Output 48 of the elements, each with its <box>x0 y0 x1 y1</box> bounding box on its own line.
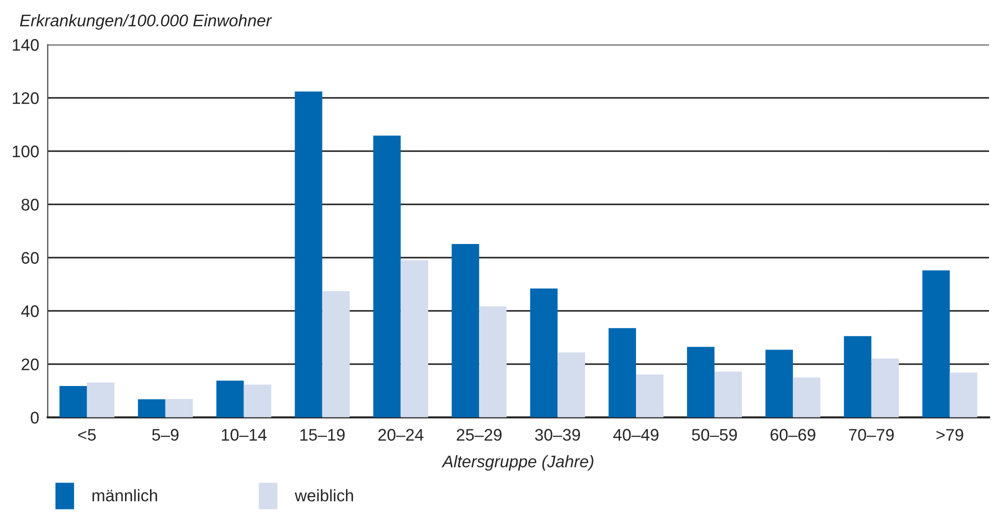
bar <box>530 288 558 418</box>
bar <box>687 346 714 418</box>
x-tick-label: >79 <box>936 428 964 441</box>
x-tick-label: 30–39 <box>535 428 580 441</box>
bar <box>138 399 166 418</box>
x-tick-label: 60–69 <box>770 428 816 441</box>
bar <box>59 386 87 418</box>
bar <box>294 91 322 418</box>
x-tick-label: 40–49 <box>613 428 658 441</box>
bar <box>373 136 401 418</box>
x-tick-label: 20–24 <box>378 428 424 441</box>
bar <box>558 352 586 418</box>
bar <box>216 380 244 418</box>
x-tick-label: 15–19 <box>300 428 345 441</box>
bar <box>86 382 114 418</box>
bar <box>792 377 820 418</box>
bar <box>844 336 872 418</box>
y-tick-label: 120 <box>12 92 39 104</box>
bar <box>452 244 480 418</box>
bar <box>871 358 899 418</box>
bar <box>636 374 664 418</box>
bar <box>244 384 272 418</box>
y-tick-label: 20 <box>22 358 39 370</box>
legend-label: männlich <box>92 489 158 502</box>
legend-label: weiblich <box>294 489 353 502</box>
y-tick-label: 80 <box>22 198 39 211</box>
y-tick-label: 60 <box>22 252 39 264</box>
y-tick-label: 0 <box>30 412 39 424</box>
x-tick-label: 5–9 <box>152 428 178 441</box>
x-tick-label: 70–79 <box>849 428 894 441</box>
bar <box>400 260 428 418</box>
bar <box>765 350 793 418</box>
x-tick-label: 25–29 <box>456 428 502 441</box>
bar <box>714 372 742 418</box>
bar <box>479 306 507 418</box>
bar <box>165 399 193 418</box>
bar <box>608 328 636 418</box>
bar <box>922 270 950 418</box>
x-tick-label: <5 <box>78 429 96 441</box>
y-axis-title: Erkrankungen/100.000 Einwohner <box>20 14 272 30</box>
y-tick-label: 140 <box>12 39 39 51</box>
x-tick-label: 10–14 <box>222 428 267 441</box>
x-axis-title: Altersgruppe (Jahre) <box>442 455 594 471</box>
bar <box>950 372 978 418</box>
y-tick-label: 100 <box>12 146 39 158</box>
y-tick-label: 40 <box>21 305 39 318</box>
x-tick-label: 50–59 <box>692 428 737 441</box>
bar <box>322 291 350 418</box>
